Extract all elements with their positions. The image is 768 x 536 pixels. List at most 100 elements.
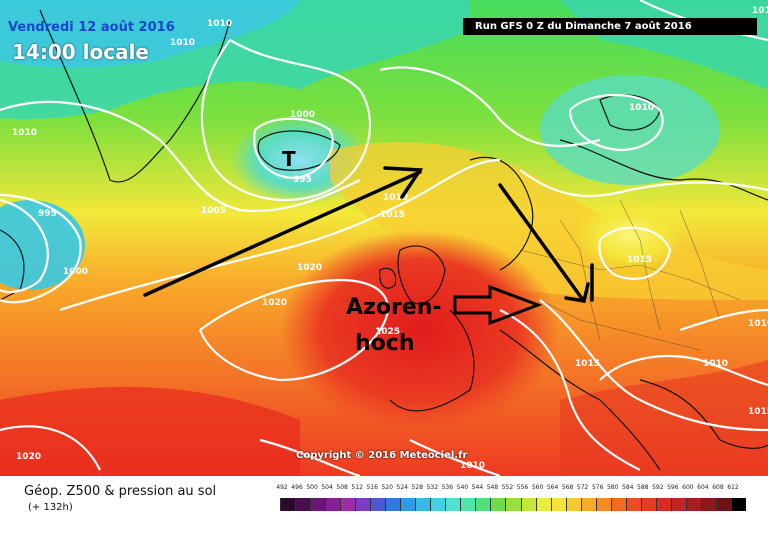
scale-swatch xyxy=(295,498,311,511)
scale-tick-label: 516 xyxy=(366,484,378,491)
scale-tick-label: 540 xyxy=(456,484,469,491)
isobar-label: 1010 xyxy=(752,6,768,16)
isobar-label: 1010 xyxy=(383,193,408,203)
low-pressure-symbol: T xyxy=(282,147,296,171)
scale-swatch xyxy=(445,498,461,511)
scale-swatch xyxy=(625,498,641,511)
forecast-date: Vendredi 12 août 2016 xyxy=(8,20,175,35)
scale-swatch xyxy=(715,498,731,511)
descending-arrow-head xyxy=(564,282,590,303)
isobar-label: 1000 xyxy=(290,110,315,120)
scale-tick-label: 492 xyxy=(276,484,288,491)
isobar-label: 1010 xyxy=(703,359,728,369)
scale-swatch xyxy=(355,498,371,511)
scale-swatch xyxy=(490,498,506,511)
isobar-label: 1015 xyxy=(575,359,600,369)
isobar-label: 995 xyxy=(38,209,57,219)
scale-swatch xyxy=(325,498,341,511)
scale-tick-label: 600 xyxy=(682,484,694,491)
legend-title: Géop. Z500 & pression au sol xyxy=(24,484,217,499)
scale-swatch xyxy=(400,498,416,511)
scale-swatch xyxy=(415,498,431,511)
isobar-label: 1005 xyxy=(201,206,226,216)
isobar-label: 1010 xyxy=(460,461,485,471)
scale-swatch xyxy=(535,498,551,511)
scale-tick-label: 580 xyxy=(606,484,619,491)
isobar-labels: 1010 1010 1000 995 1010 995 1005 1000 1020 1020 10… xyxy=(12,6,768,471)
scale-swatch xyxy=(640,498,656,511)
scale-tick-label: 520 xyxy=(381,484,393,491)
scale-tick-label: 500 xyxy=(306,484,318,491)
isobar-label: 1020 xyxy=(297,263,322,273)
scale-swatch xyxy=(685,498,701,511)
forecast-offset: (+ 132h) xyxy=(28,502,73,513)
scale-swatch xyxy=(520,498,536,511)
scale-swatch xyxy=(610,498,626,511)
scale-swatch xyxy=(595,498,611,511)
isobar-label: 1020 xyxy=(16,452,41,462)
isobar-label: 1010 xyxy=(12,128,37,138)
isobar-label: 1010 xyxy=(748,319,768,329)
scale-tick-label: 528 xyxy=(411,484,424,491)
scale-tick-label: 556 xyxy=(516,484,529,491)
isobar-label: 1000 xyxy=(63,267,88,277)
isobar-label: 1015 xyxy=(627,255,652,265)
scale-tick-label: 576 xyxy=(591,484,604,491)
weather-map: 1010 1010 1000 995 1010 995 1005 1000 1020 1020 10… xyxy=(0,0,768,476)
scale-tick-label: 612 xyxy=(727,484,739,491)
legend-footer: Géop. Z500 & pression au sol (+ 132h) 49… xyxy=(0,476,768,536)
scale-tick-label: 508 xyxy=(336,484,348,491)
jet-arrow-head xyxy=(383,166,424,199)
block-arrow xyxy=(453,284,543,326)
scale-tick-label: 596 xyxy=(667,484,679,491)
scale-swatch xyxy=(670,498,686,511)
scale-tick-label: 552 xyxy=(501,484,514,491)
scale-swatch xyxy=(730,498,746,511)
copyright-notice: Copyright © 2016 Meteociel.fr xyxy=(296,450,468,461)
scale-tick-label: 496 xyxy=(291,484,303,491)
scale-tick-label: 512 xyxy=(351,484,363,491)
scale-swatch xyxy=(700,498,716,511)
scale-tick-label: 604 xyxy=(697,484,709,491)
scale-tick-label: 560 xyxy=(531,484,544,491)
scale-swatch xyxy=(580,498,596,511)
isobar-label: 1015 xyxy=(380,210,405,220)
scale-tick-label: 572 xyxy=(576,484,589,491)
scale-tick-label: 564 xyxy=(546,484,559,491)
scale-swatch xyxy=(280,498,296,511)
scale-tick-label: 568 xyxy=(561,484,574,491)
scale-swatch xyxy=(505,498,521,511)
forecast-time: 14:00 locale xyxy=(12,40,149,64)
scale-tick-label: 532 xyxy=(426,484,439,491)
isobar-label: 1015 xyxy=(748,407,768,417)
scale-swatch xyxy=(460,498,476,511)
isobar-label: 1010 xyxy=(170,38,195,48)
model-run-label: Run GFS 0 Z du Dimanche 7 août 2016 xyxy=(463,18,757,35)
isobar-label: 1025 xyxy=(375,327,400,337)
color-scale: 492 496 500 504 508 512 516 520 524 528 532 536 540 5… xyxy=(276,484,746,514)
scale-swatch xyxy=(370,498,386,511)
scale-tick-label: 608 xyxy=(712,484,724,491)
scale-swatch xyxy=(310,498,326,511)
jet-arrow-line xyxy=(143,170,422,297)
isobar-label: 1010 xyxy=(629,103,654,113)
scale-swatch xyxy=(550,498,566,511)
scale-swatch xyxy=(430,498,446,511)
scale-swatch xyxy=(385,498,401,511)
scale-tick-label: 504 xyxy=(321,484,333,491)
scale-swatch xyxy=(565,498,581,511)
scale-tick-label: 544 xyxy=(471,484,484,491)
isobars xyxy=(0,0,768,476)
annotation-line-1: Azoren- xyxy=(346,295,442,320)
scale-tick-label: 588 xyxy=(637,484,649,491)
scale-tick-label: 584 xyxy=(622,484,634,491)
isobar-label: 1020 xyxy=(262,298,287,308)
borders xyxy=(519,199,741,351)
scale-tick-label: 592 xyxy=(652,484,664,491)
scale-swatch xyxy=(340,498,356,511)
flow-arrows xyxy=(143,166,594,303)
isobar-label: 995 xyxy=(293,175,312,185)
annotation-line-2: hoch xyxy=(355,331,414,356)
scale-tick-label: 548 xyxy=(486,484,499,491)
